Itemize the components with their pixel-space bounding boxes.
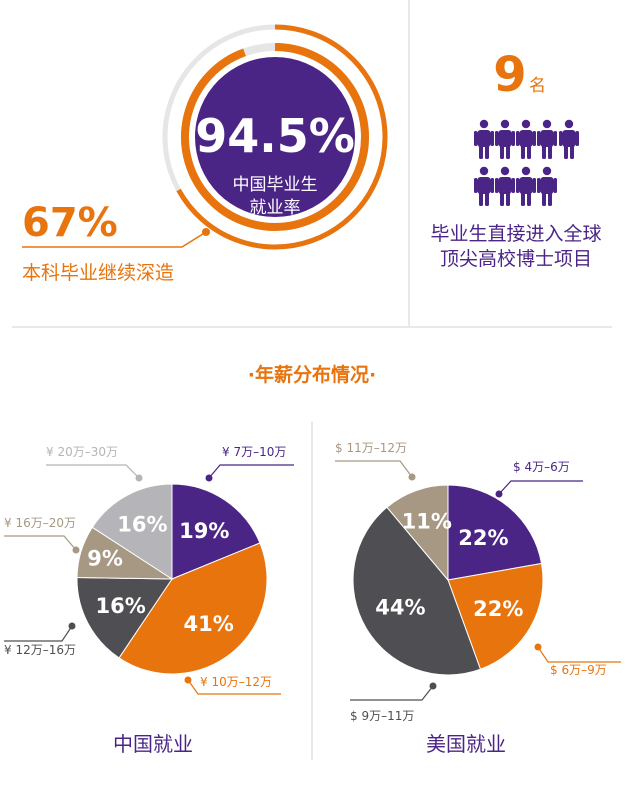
china-pie-title: 中国就业: [113, 732, 193, 756]
people-icons: [474, 119, 579, 206]
us-pie-value-label-0: 22%: [458, 526, 508, 550]
ring-gauge: [162, 24, 388, 250]
person-icon: [516, 119, 536, 159]
us-leader-dot-9-11: [429, 682, 437, 690]
us-pie-slice-0: [447, 484, 543, 581]
us-pie-slice-1: [447, 562, 544, 670]
phd-label-2: 顶尖高校博士项目: [440, 248, 592, 270]
us-pie-value-label-1: 22%: [473, 597, 523, 621]
further-study-leader-dot: [202, 228, 210, 236]
china-leader-20-30: [46, 464, 140, 479]
china-leader-dot-20-30: [135, 474, 143, 482]
us-legend-4-6: $ 4万–6万: [513, 460, 570, 474]
salary-section-title: ·年薪分布情况·: [248, 363, 376, 386]
china-pie-value-label-4: 16%: [117, 513, 167, 537]
us-leader-9-11: [350, 685, 434, 701]
china-legend-20-30: ¥ 20万–30万: [46, 445, 118, 459]
phd-label-1: 毕业生直接进入全球: [430, 223, 601, 245]
us-leader-dot-6-9: [534, 643, 542, 651]
china-legend-7-10: ¥ 7万–10万: [222, 445, 286, 459]
us-leader-11-12: [335, 460, 413, 478]
person-icon: [537, 119, 557, 159]
further-study-label: 本科毕业继续深造: [22, 262, 174, 284]
china-leader-7-10: [208, 464, 294, 479]
china-leader-dot-10-12: [184, 676, 192, 684]
china-pie-value-label-2: 16%: [95, 594, 145, 618]
phd-count-unit: 名: [529, 76, 546, 96]
us-legend-9-11: $ 9万–11万: [350, 709, 414, 723]
employment-rate-value: 94.5%: [195, 109, 355, 163]
employment-arc: [181, 43, 369, 231]
further-study-value: 67%: [22, 200, 118, 246]
person-icon: [495, 166, 515, 206]
employment-rate-label-2: 就业率: [250, 198, 301, 218]
china-leader-12-16: [4, 625, 73, 642]
china-pie-slice-1: [118, 542, 268, 675]
employment-rate-label-1: 中国毕业生: [233, 175, 318, 195]
china-leader-dot-12-16: [68, 622, 76, 630]
us-pie-title: 美国就业: [426, 732, 506, 756]
china-pie-slice-2: [76, 577, 173, 659]
china-pie-slice-4: [91, 483, 173, 580]
china-legend-16-20: ¥ 16万–20万: [4, 516, 76, 530]
us-pie-slice-2: [352, 506, 482, 676]
us-leader-dot-4-6: [495, 490, 503, 498]
us-leader-6-9: [537, 646, 621, 663]
employment-core: [195, 57, 355, 217]
us-pie-value-label-2: 44%: [375, 596, 425, 620]
china-pie-slice-0: [171, 483, 261, 580]
china-leader-16-20: [4, 535, 77, 551]
china-legend-12-16: ¥ 12万–16万: [4, 643, 76, 657]
china-leader-dot-16-20: [72, 546, 80, 554]
further-study-arc: [176, 24, 388, 250]
us-legend-11-12: $ 11万–12万: [335, 441, 407, 455]
phd-count-value: 9: [493, 47, 526, 103]
china-legend-10-12: ¥ 10万–12万: [200, 675, 272, 689]
us-legend-6-9: $ 6万–9万: [550, 663, 607, 677]
person-icon: [474, 166, 494, 206]
us-pie-slice-3: [386, 484, 449, 582]
china-salary-pie: 19% 41% 16% 9% 16%: [76, 483, 268, 675]
person-icon: [516, 166, 536, 206]
china-leader-10-12: [187, 679, 281, 695]
us-pie-value-label-3: 11%: [402, 510, 452, 534]
china-pie-value-label-0: 19%: [179, 519, 229, 543]
further-study-leader-line: [22, 231, 207, 248]
us-leader-4-6: [498, 480, 583, 495]
us-salary-pie: 22% 22% 44% 11%: [352, 484, 544, 676]
person-icon: [474, 119, 494, 159]
person-icon: [559, 119, 579, 159]
person-icon: [495, 119, 515, 159]
china-leader-dot-7-10: [205, 474, 213, 482]
china-pie-value-label-1: 41%: [184, 612, 234, 636]
person-icon: [537, 166, 557, 206]
china-pie-value-label-3: 9%: [87, 547, 123, 571]
us-leader-dot-11-12: [408, 473, 416, 481]
